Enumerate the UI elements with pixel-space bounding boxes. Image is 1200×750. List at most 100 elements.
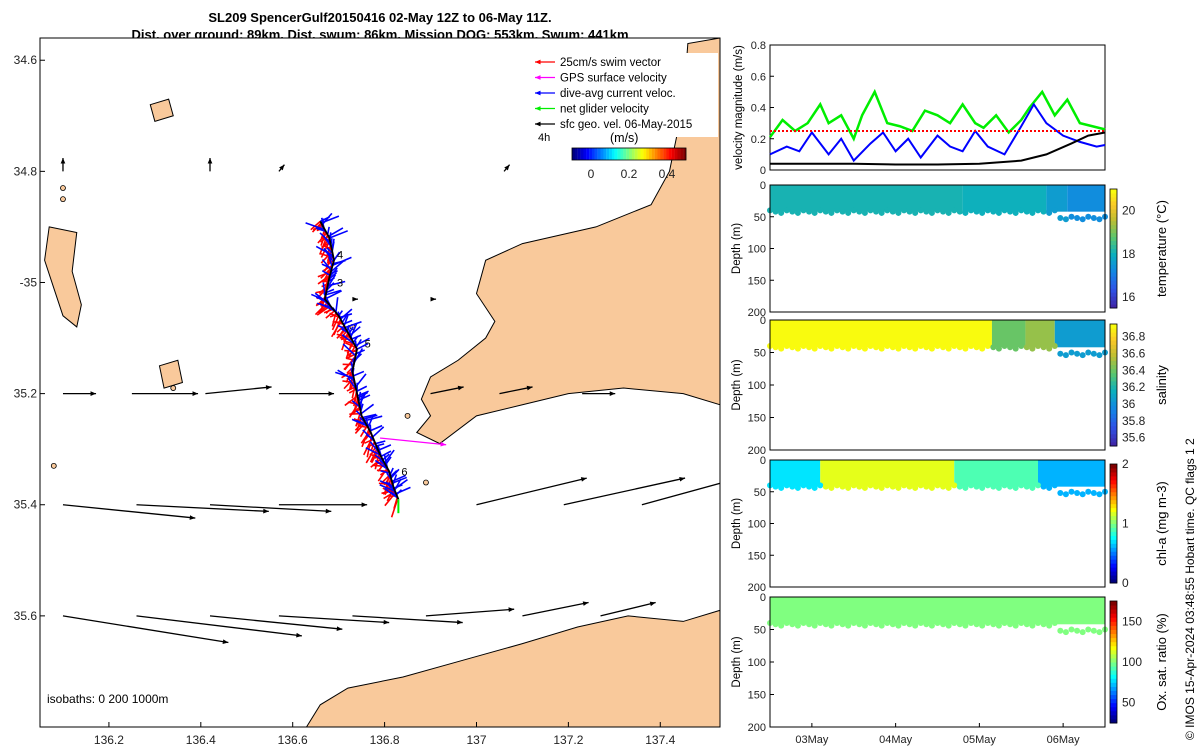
section-scallop bbox=[783, 343, 790, 349]
section-colorbar-frame bbox=[1109, 600, 1118, 724]
section-scallop bbox=[973, 621, 980, 628]
section-colorbar-cell bbox=[1110, 464, 1117, 469]
colorbar-cell bbox=[583, 148, 587, 160]
section-scallop bbox=[867, 343, 874, 349]
current-vector bbox=[305, 222, 326, 231]
colorbar-cell bbox=[671, 148, 675, 160]
section-ytick-label: 50 bbox=[754, 212, 766, 224]
islet-1 bbox=[60, 196, 66, 203]
section-scallop bbox=[973, 344, 980, 351]
section-colorbar-cell bbox=[1110, 272, 1117, 277]
section-scallop bbox=[1085, 488, 1092, 495]
section-scallop bbox=[895, 484, 902, 491]
colorbar-cell bbox=[660, 148, 664, 160]
legend-arrow-head bbox=[535, 121, 541, 127]
colorbar-tick-label: 0 bbox=[588, 167, 595, 181]
colorbar-cell bbox=[651, 148, 655, 160]
colorbar-cell bbox=[617, 148, 621, 160]
section-scallop bbox=[1062, 352, 1069, 359]
swim-vector bbox=[350, 408, 361, 415]
map-xtick-label: 136.4 bbox=[186, 733, 216, 747]
section-colorbar-cell bbox=[1110, 280, 1117, 285]
section-colorbar-cell bbox=[1110, 433, 1117, 439]
current-vector bbox=[395, 489, 403, 496]
geo-vector-shaft bbox=[563, 477, 686, 506]
legend-arrow bbox=[535, 121, 555, 127]
islet-5 bbox=[423, 479, 429, 486]
velocity-ytick-label: 0 bbox=[760, 165, 766, 177]
section-colorbar-cell bbox=[1110, 571, 1117, 576]
velocity-series-line bbox=[769, 102, 1106, 163]
credit-text: © IMOS 15-Apr-2024 03:48:55 Hobart time.… bbox=[1183, 438, 1197, 740]
section-colorbar-tick: 35.6 bbox=[1122, 431, 1146, 445]
colorbar-cell bbox=[597, 148, 601, 160]
geo-vector-head bbox=[649, 601, 656, 607]
swim-vector bbox=[329, 312, 340, 319]
section-colorbar-cell bbox=[1110, 515, 1117, 521]
section-scallop bbox=[834, 207, 840, 214]
section-ytick-label: 200 bbox=[748, 722, 766, 734]
section-scallop bbox=[928, 209, 935, 216]
section-scallop bbox=[789, 483, 796, 490]
current-vector bbox=[382, 453, 390, 461]
section-xtick-label: 04May bbox=[879, 734, 913, 746]
section-scallop bbox=[1057, 490, 1064, 497]
geo-vector-head bbox=[757, 471, 763, 476]
colorbar-cell bbox=[674, 148, 678, 160]
geo-vector-head bbox=[296, 632, 302, 638]
section-colorbar-cell bbox=[1110, 694, 1117, 700]
section-cell bbox=[954, 460, 1038, 487]
section-scallop bbox=[962, 622, 969, 629]
section-cell bbox=[991, 320, 1026, 348]
section-scallop bbox=[1012, 622, 1019, 629]
section-colorbar-cell bbox=[1110, 551, 1117, 556]
islet-2 bbox=[50, 462, 57, 469]
section-colorbar-cell bbox=[1110, 429, 1117, 435]
section-scallop bbox=[839, 621, 846, 628]
colorbar-cell bbox=[586, 148, 590, 160]
section-colorbar-cell bbox=[1110, 284, 1117, 289]
section-colorbar-cell bbox=[1110, 491, 1117, 497]
section-scallop bbox=[973, 208, 980, 215]
section-colorbar-cell bbox=[1110, 547, 1117, 552]
geo-vector bbox=[209, 615, 343, 631]
section-scallop bbox=[901, 207, 907, 214]
section-cell bbox=[770, 460, 821, 487]
current-vector bbox=[372, 426, 385, 438]
section-scallop bbox=[1057, 215, 1064, 222]
geo-vector-head bbox=[192, 391, 199, 396]
section-colorbar-cell bbox=[1110, 224, 1117, 230]
section-colorbar-frame bbox=[1109, 188, 1118, 309]
geo-vector-head bbox=[361, 502, 368, 508]
geo-vector bbox=[522, 601, 589, 617]
section-colorbar-cell bbox=[1110, 601, 1117, 606]
legend-arrow bbox=[535, 106, 555, 111]
geo-vector bbox=[582, 391, 616, 396]
section-colorbar-cell bbox=[1110, 625, 1117, 630]
section-scallop bbox=[990, 208, 997, 215]
section-scallop bbox=[811, 622, 818, 629]
colorbar-tick-label: 0.2 bbox=[621, 167, 638, 181]
velocity-ylabel: velocity magnitude (m/s) bbox=[733, 45, 745, 170]
swim-vector bbox=[377, 467, 389, 482]
section-scallop bbox=[817, 482, 824, 489]
section-scallop bbox=[901, 343, 907, 349]
section-colorbar-cell bbox=[1110, 368, 1117, 374]
section-scallop bbox=[1090, 350, 1097, 357]
section-colorbar-cell bbox=[1110, 304, 1117, 309]
section-colorbar-frame bbox=[1109, 463, 1118, 584]
section-scallop bbox=[1096, 216, 1103, 223]
geo-vector bbox=[503, 164, 511, 172]
section-scallop bbox=[873, 208, 880, 215]
section-scallop bbox=[1046, 484, 1053, 491]
colorbar-cell bbox=[648, 148, 652, 160]
current-vector bbox=[324, 250, 335, 263]
section-colorbar-tick: 36 bbox=[1122, 397, 1136, 411]
colorbar-cell bbox=[677, 148, 681, 160]
section-cell bbox=[1054, 320, 1105, 348]
section-scallop bbox=[984, 482, 991, 489]
geo-vector bbox=[352, 615, 463, 625]
section-colorbar-cell bbox=[1110, 268, 1117, 273]
geo-vector-head bbox=[383, 619, 390, 625]
